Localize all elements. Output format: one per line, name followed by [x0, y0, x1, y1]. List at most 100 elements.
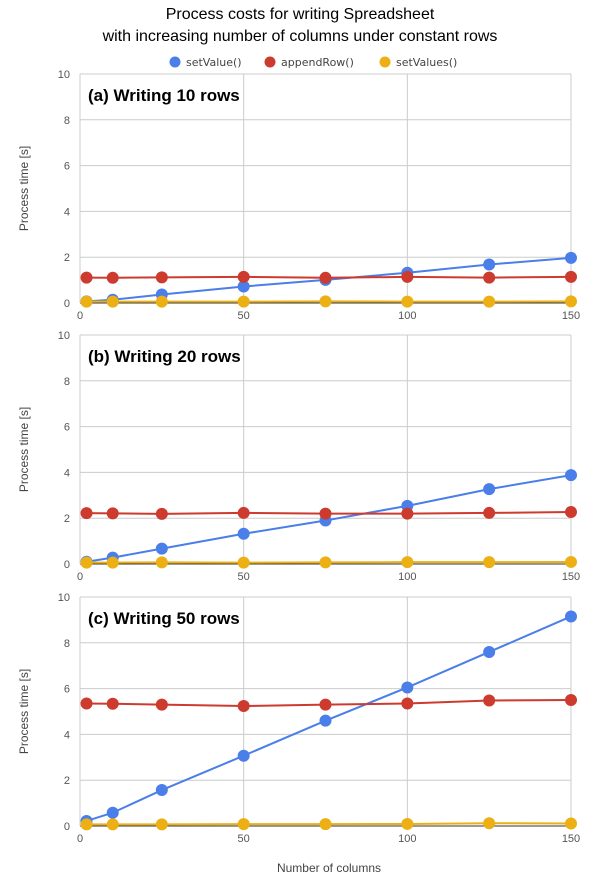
x-tick-label: 50 [238, 310, 250, 322]
y-axis-title: Process time [s] [17, 669, 31, 754]
y-tick-label: 4 [64, 467, 70, 479]
data-point-setvalue [237, 749, 250, 762]
y-tick-label: 6 [64, 161, 70, 173]
y-tick-label: 0 [64, 559, 70, 571]
x-tick-label: 150 [562, 310, 580, 322]
data-point-appendrow [483, 271, 496, 284]
y-tick-label: 8 [64, 376, 70, 388]
data-point-setvalues [80, 295, 93, 308]
x-tick-label: 50 [238, 833, 250, 845]
data-point-setvalues [155, 818, 168, 831]
data-point-setvalues [319, 556, 332, 569]
series-line-setvalue [86, 474, 572, 563]
data-point-setvalues [106, 295, 119, 308]
data-point-setvalues [483, 295, 496, 308]
y-tick-label: 8 [64, 115, 70, 127]
legend-label-appendrow: appendRow() [281, 56, 354, 69]
data-point-appendrow [237, 506, 250, 519]
panel-title: (a) Writing 10 rows [88, 86, 240, 105]
data-point-appendrow [237, 270, 250, 283]
data-point-setvalues [155, 295, 168, 308]
data-point-setvalues [401, 817, 414, 830]
data-point-setvalues [319, 295, 332, 308]
data-point-appendrow [483, 506, 496, 519]
chart-legend: setValue() appendRow() setValues() [169, 56, 457, 69]
panel-title: (c) Writing 50 rows [88, 609, 240, 628]
data-point-appendrow [565, 694, 577, 707]
data-point-appendrow [319, 271, 332, 284]
data-point-appendrow [80, 507, 93, 520]
x-tick-label: 0 [77, 571, 83, 583]
series-line-setvalue [86, 256, 572, 303]
y-tick-label: 6 [64, 684, 70, 696]
data-point-setvalues [483, 817, 496, 830]
series-line-setvalues [86, 560, 572, 564]
y-tick-label: 10 [58, 330, 70, 342]
data-point-setvalues [237, 556, 250, 569]
x-tick-label: 100 [398, 833, 416, 845]
series-line-setvalue [86, 615, 572, 822]
data-point-setvalues [565, 817, 577, 830]
data-point-appendrow [237, 700, 250, 713]
y-tick-label: 4 [64, 729, 70, 741]
legend-label-setvalue: setValue() [186, 56, 242, 69]
legend-marker-appendrow [264, 56, 276, 68]
data-point-setvalue [483, 483, 496, 496]
chart-title-line-1: Process costs for writing Spreadsheet [165, 6, 435, 23]
y-axis-title: Process time [s] [17, 146, 31, 231]
data-point-setvalue [237, 280, 250, 293]
series-line-appendrow [86, 511, 572, 515]
data-point-setvalues [483, 556, 496, 569]
data-point-appendrow [106, 271, 119, 284]
data-point-setvalues [565, 295, 577, 308]
data-point-appendrow [401, 697, 414, 710]
legend-marker-setvalues [379, 56, 391, 68]
x-tick-label: 0 [77, 310, 83, 322]
data-point-setvalue [483, 258, 496, 271]
data-point-setvalue [106, 806, 119, 819]
legend-marker-setvalue [169, 56, 181, 68]
y-tick-label: 4 [64, 206, 70, 218]
data-point-appendrow [565, 506, 577, 519]
data-point-setvalues [80, 556, 93, 569]
y-tick-label: 0 [64, 821, 70, 833]
data-point-setvalues [106, 556, 119, 569]
data-point-setvalue [483, 645, 496, 658]
data-point-appendrow [155, 507, 168, 520]
y-tick-label: 10 [58, 69, 70, 81]
data-point-setvalues [401, 556, 414, 569]
data-point-setvalue [155, 784, 168, 797]
y-tick-label: 8 [64, 638, 70, 650]
data-point-setvalues [401, 295, 414, 308]
data-point-appendrow [401, 507, 414, 520]
y-axis-title: Process time [s] [17, 407, 31, 492]
data-point-setvalues [319, 818, 332, 831]
y-tick-label: 2 [64, 252, 70, 264]
data-point-appendrow [155, 271, 168, 284]
series-line-appendrow [86, 275, 572, 279]
data-point-appendrow [80, 697, 93, 710]
data-point-setvalues [80, 818, 93, 831]
data-point-appendrow [319, 507, 332, 520]
data-point-setvalue [565, 610, 577, 623]
data-point-setvalue [319, 714, 332, 727]
data-point-setvalue [155, 542, 168, 555]
series-line-appendrow [86, 699, 572, 708]
y-tick-label: 0 [64, 298, 70, 310]
y-tick-label: 2 [64, 775, 70, 787]
data-point-setvalues [155, 556, 168, 569]
data-point-setvalue [565, 469, 577, 482]
data-point-setvalues [237, 295, 250, 308]
data-point-setvalues [237, 818, 250, 831]
legend-label-setvalues: setValues() [396, 56, 457, 69]
x-tick-label: 0 [77, 833, 83, 845]
x-tick-label: 50 [238, 571, 250, 583]
data-point-appendrow [483, 694, 496, 707]
y-tick-label: 10 [58, 592, 70, 604]
x-tick-label: 100 [398, 571, 416, 583]
data-point-setvalue [401, 681, 414, 694]
